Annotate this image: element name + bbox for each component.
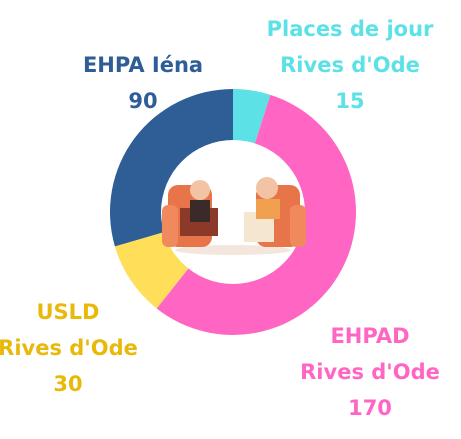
value-label: 30: [53, 372, 82, 396]
category-label: EHPA Iéna: [83, 53, 203, 77]
category-label: USLD: [37, 300, 100, 324]
category-label: EHPAD: [330, 324, 409, 348]
category-label: Rives d'Ode: [280, 53, 420, 77]
category-label: Rives d'Ode: [0, 336, 138, 360]
category-label: Rives d'Ode: [300, 360, 440, 384]
value-label: 90: [128, 89, 157, 113]
category-label: Places de jour: [267, 17, 434, 41]
value-label: 170: [348, 396, 392, 420]
value-label: 15: [335, 89, 364, 113]
illustration: [162, 177, 306, 255]
